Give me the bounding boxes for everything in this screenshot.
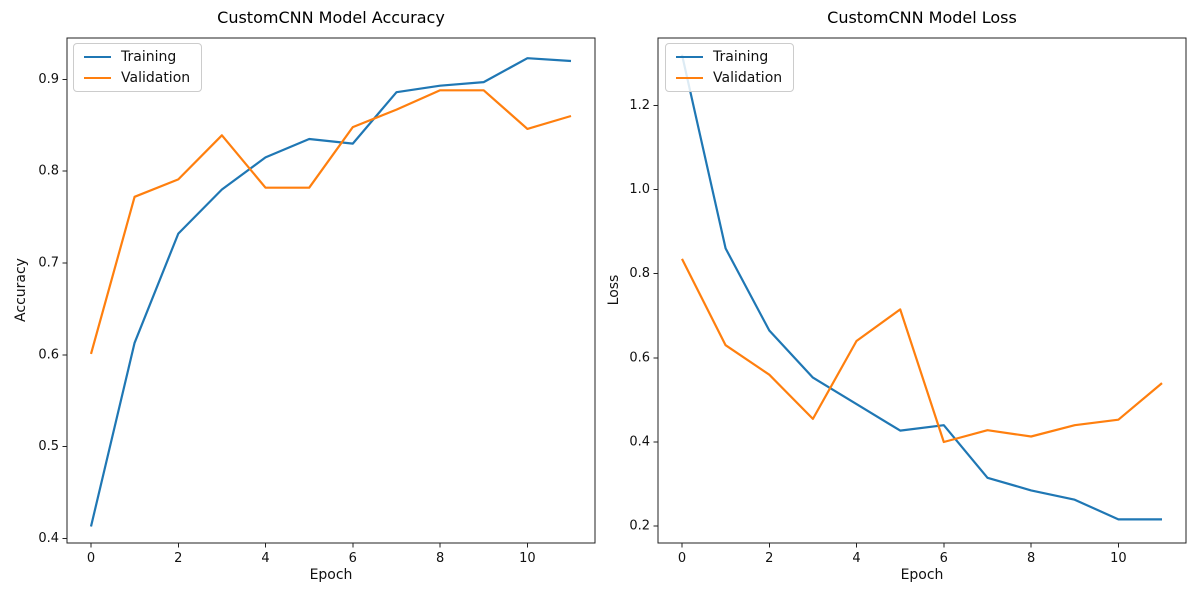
y-tick-label: 0.5: [38, 439, 59, 454]
y-tick-label: 0.8: [629, 266, 650, 281]
legend: Training Validation: [665, 43, 795, 92]
loss-chart-panel: 0 2 4 6 8 10 0.2 0.4 0.6 0.8 1.0 1.2 CustomCNN Mode…: [600, 0, 1200, 600]
y-tick-label: 0.6: [38, 347, 59, 362]
accuracy-plot: 0 2 4 6 8 10 0.4 0.5 0.6 0.7 0.8 0.9: [38, 37, 596, 566]
y-axis-label: Loss: [606, 274, 622, 306]
legend-label: Validation: [713, 70, 783, 86]
series-line-validation: [681, 258, 1163, 444]
y-tick-label: 1.2: [629, 98, 650, 113]
x-tick-label: 4: [852, 551, 860, 566]
x-tick-label: 4: [261, 551, 269, 566]
legend: Training Validation: [73, 43, 203, 92]
series-line-training: [680, 54, 1162, 521]
x-axis-label: Epoch: [309, 567, 353, 583]
accuracy-chart-panel: 0 2 4 6 8 10 0.4 0.5 0.6 0.7 0.8 0.9 CustomCNN Mode…: [13, 8, 596, 583]
y-tick-label: 0.4: [629, 435, 650, 450]
x-tick-label: 2: [765, 551, 773, 566]
y-tick-label: 1.0: [629, 182, 650, 197]
y-tick-label: 0.2: [629, 519, 650, 534]
y-tick-label: 0.7: [38, 255, 59, 270]
x-tick-label: 10: [1110, 551, 1127, 566]
plot-area: [657, 37, 1187, 544]
validation-line-swatch: [676, 77, 703, 79]
x-tick-label: 8: [436, 551, 444, 566]
training-line-swatch: [676, 56, 703, 58]
legend-item-training: Training: [84, 50, 190, 64]
plot-area: [66, 37, 596, 544]
chart-title: CustomCNN Model Loss: [827, 8, 1017, 27]
legend-item-validation: Validation: [84, 71, 190, 85]
x-tick-label: 6: [349, 551, 357, 566]
legend-label: Training: [713, 49, 769, 65]
y-tick-label: 0.6: [629, 350, 650, 365]
x-tick-label: 2: [174, 551, 182, 566]
x-tick-label: 6: [940, 551, 948, 566]
series-line-training: [89, 57, 572, 527]
y-tick-label: 0.8: [38, 164, 59, 179]
legend-label: Validation: [121, 70, 191, 86]
x-tick-label: 0: [678, 551, 686, 566]
y-axis-label: Accuracy: [13, 258, 29, 322]
x-axis-label: Epoch: [900, 567, 944, 583]
y-tick-label: 0.9: [38, 72, 59, 87]
legend-item-validation: Validation: [676, 71, 782, 85]
x-tick-label: 10: [519, 551, 536, 566]
y-tick-label: 0.4: [38, 531, 59, 546]
x-tick-label: 8: [1027, 551, 1035, 566]
training-line-swatch: [84, 56, 111, 58]
chart-title: CustomCNN Model Accuracy: [217, 8, 445, 27]
validation-line-swatch: [84, 77, 111, 79]
loss-plot: 0 2 4 6 8 10 0.2 0.4 0.6 0.8 1.0 1.2: [629, 37, 1187, 566]
x-tick-label: 0: [87, 551, 95, 566]
legend-item-training: Training: [676, 50, 782, 64]
series-line-validation: [89, 89, 572, 355]
legend-label: Training: [121, 49, 177, 65]
